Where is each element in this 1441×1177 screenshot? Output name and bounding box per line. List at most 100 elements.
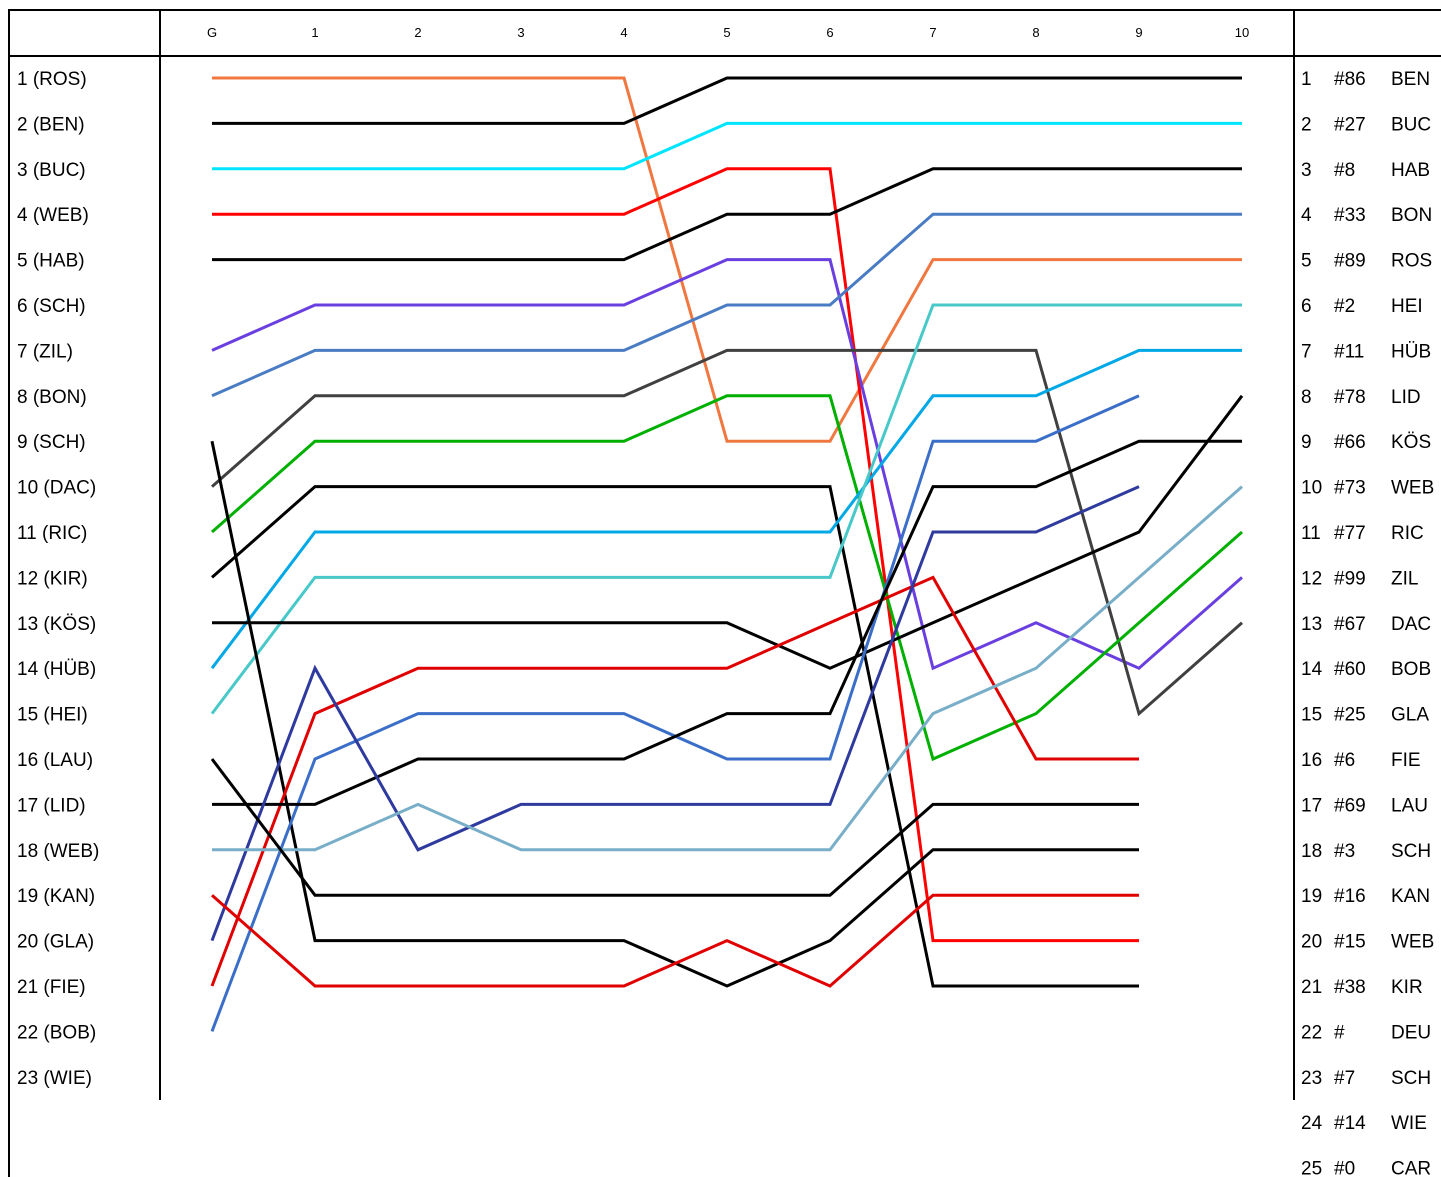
car-number: #99 xyxy=(1334,568,1366,589)
car-number: #33 xyxy=(1334,205,1366,226)
driver-code: HÜB xyxy=(1391,341,1431,362)
lap-tick-label: 5 xyxy=(723,25,730,40)
start-position-label: 11 (RIC) xyxy=(17,523,87,544)
final-position: 11 xyxy=(1301,523,1321,544)
driver-position-line xyxy=(212,439,1242,806)
driver-position-line xyxy=(212,121,1242,171)
final-position: 16 xyxy=(1301,750,1322,771)
start-position-label: 22 (BOB) xyxy=(17,1022,96,1043)
car-number: #2 xyxy=(1334,296,1355,317)
final-position: 21 xyxy=(1301,977,1322,998)
driver-code: BON xyxy=(1391,205,1432,226)
final-position: 10 xyxy=(1301,478,1322,499)
driver-code: DAC xyxy=(1391,614,1431,635)
final-position: 15 xyxy=(1301,705,1322,726)
car-number: #16 xyxy=(1334,886,1366,907)
car-number: #3 xyxy=(1334,841,1355,862)
start-position-label: 7 (ZIL) xyxy=(17,341,73,362)
final-position: 25 xyxy=(1301,1159,1322,1177)
final-position: 8 xyxy=(1301,387,1312,408)
start-position-label: 13 (KÖS) xyxy=(17,614,96,635)
final-position: 9 xyxy=(1301,432,1312,453)
driver-position-line xyxy=(210,485,1140,942)
start-position-label: 14 (HÜB) xyxy=(17,659,96,680)
driver-code: DEU xyxy=(1391,1022,1431,1043)
final-position: 4 xyxy=(1301,205,1312,226)
final-position: 13 xyxy=(1301,614,1322,635)
start-position-label: 10 (DAC) xyxy=(17,478,96,499)
start-position-label: 9 (SCH) xyxy=(17,432,86,453)
car-number: #67 xyxy=(1334,614,1366,635)
car-number: #27 xyxy=(1334,114,1366,135)
final-position: 14 xyxy=(1301,659,1323,680)
driver-code: WEB xyxy=(1391,478,1434,499)
lap-axis: G 1 2 3 4 5 6 7 8 9 10 xyxy=(207,25,1249,40)
car-number: # xyxy=(1334,1022,1345,1043)
car-number: #73 xyxy=(1334,478,1366,499)
driver-position-line xyxy=(211,485,1139,988)
start-position-label: 3 (BUC) xyxy=(17,160,86,181)
car-number: #60 xyxy=(1334,659,1366,680)
start-position-label: 20 (GLA) xyxy=(17,932,94,953)
start-position-label: 21 (FIE) xyxy=(17,977,86,998)
lap-tick-label: 10 xyxy=(1235,25,1249,40)
lap-tick-label: 7 xyxy=(929,25,936,40)
car-number: #15 xyxy=(1334,932,1366,953)
driver-position-line xyxy=(212,76,1242,443)
driver-position-line xyxy=(212,485,1243,852)
final-position: 12 xyxy=(1301,568,1322,589)
driver-position-line xyxy=(210,348,1242,670)
final-position: 22 xyxy=(1301,1022,1322,1043)
driver-code: KIR xyxy=(1391,977,1423,998)
start-position-label: 15 (HEI) xyxy=(17,705,88,726)
start-position-label: 16 (LAU) xyxy=(17,750,93,771)
start-position-label: 19 (KAN) xyxy=(17,886,95,907)
driver-code: BEN xyxy=(1391,69,1430,90)
start-position-label: 12 (KIR) xyxy=(17,568,88,589)
car-number: #6 xyxy=(1334,750,1355,771)
start-position-label: 5 (HAB) xyxy=(17,251,85,272)
lap-tick-label: 6 xyxy=(826,25,833,40)
driver-position-line xyxy=(211,394,1243,762)
final-position: 20 xyxy=(1301,932,1322,953)
final-position: 23 xyxy=(1301,1068,1322,1089)
position-lines xyxy=(210,76,1244,1032)
driver-code: RIC xyxy=(1391,523,1424,544)
driver-code: LAU xyxy=(1391,795,1428,816)
final-position: 24 xyxy=(1301,1113,1323,1134)
driver-code: KÖS xyxy=(1391,432,1431,453)
driver-code: ZIL xyxy=(1391,568,1418,589)
driver-position-line xyxy=(212,167,1242,262)
lap-tick-label: G xyxy=(207,25,217,40)
starting-positions: 1 (ROS) 2 (BEN) 3 (BUC) 4 (WEB) 5 (HAB) 6 (SC… xyxy=(17,69,99,1089)
final-position: 6 xyxy=(1301,296,1312,317)
car-number: #69 xyxy=(1334,795,1366,816)
start-position-label: 23 (WIE) xyxy=(17,1068,92,1089)
lap-tick-label: 4 xyxy=(620,25,627,40)
start-position-label: 6 (SCH) xyxy=(17,296,86,317)
car-number: #38 xyxy=(1334,977,1366,998)
lap-tick-label: 8 xyxy=(1032,25,1039,40)
car-number: #86 xyxy=(1334,69,1366,90)
car-number: #7 xyxy=(1334,1068,1355,1089)
final-position: 17 xyxy=(1301,795,1322,816)
final-position: 1 xyxy=(1301,69,1312,90)
driver-code: SCH xyxy=(1391,1068,1431,1089)
driver-code: FIE xyxy=(1391,750,1421,771)
driver-position-line xyxy=(210,303,1242,715)
start-position-label: 1 (ROS) xyxy=(17,69,87,90)
car-number: #11 xyxy=(1334,341,1364,362)
car-number: #25 xyxy=(1334,705,1366,726)
final-position: 5 xyxy=(1301,251,1312,272)
driver-position-line xyxy=(211,893,1139,988)
final-position: 19 xyxy=(1301,886,1322,907)
driver-code: CAR xyxy=(1391,1159,1431,1177)
car-number: #78 xyxy=(1334,387,1366,408)
lap-tick-label: 1 xyxy=(311,25,318,40)
lap-tick-label: 9 xyxy=(1135,25,1142,40)
driver-code: ROS xyxy=(1391,251,1432,272)
lap-tick-label: 2 xyxy=(414,25,421,40)
driver-position-line xyxy=(212,167,1139,943)
